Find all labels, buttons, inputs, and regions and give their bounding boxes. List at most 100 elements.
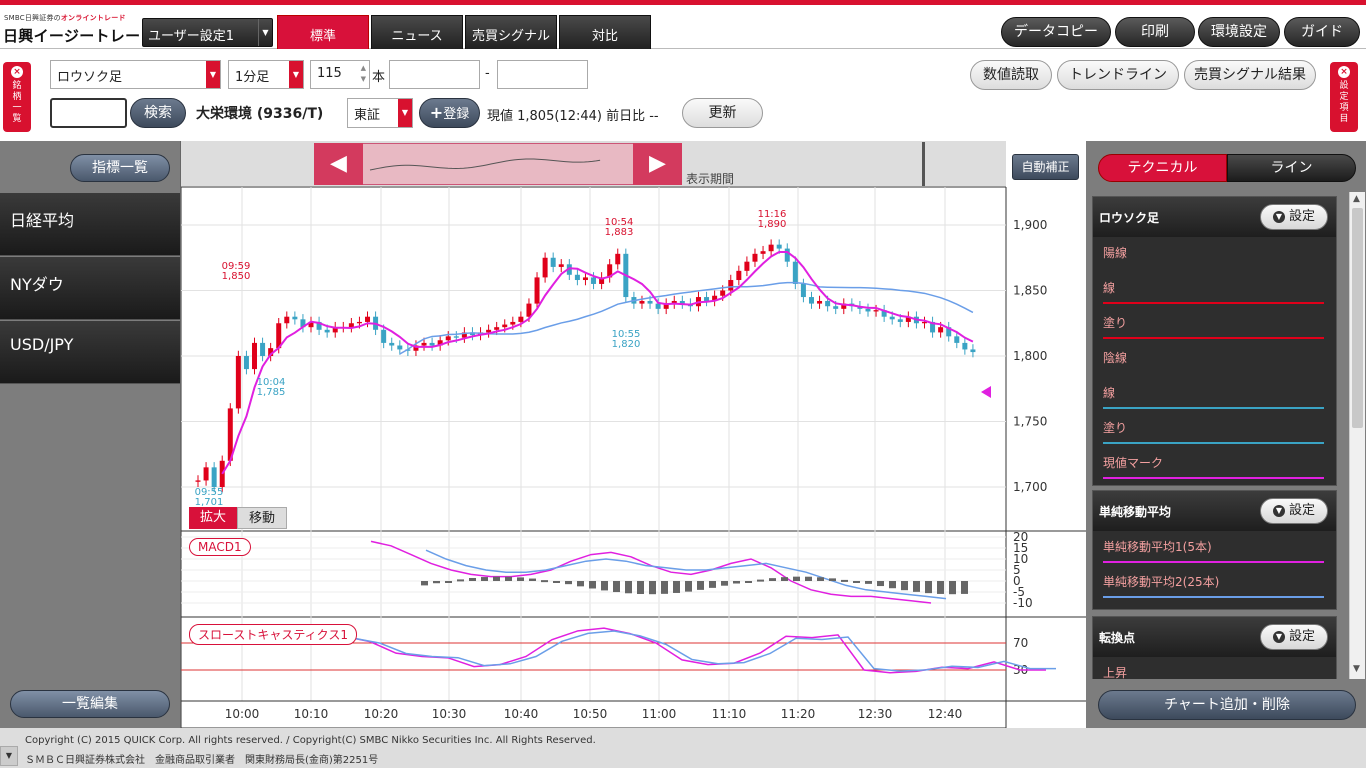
candle-body [712,295,718,301]
period-window[interactable] [314,143,682,185]
macd-histogram-bar [697,581,704,590]
macd-histogram-bar [589,581,596,589]
candle-body [970,349,976,353]
stock-code-input[interactable] [50,98,127,128]
candle-body [808,297,814,304]
candle-body [946,327,952,337]
sma-setting-button[interactable]: ▼ 設定 [1260,498,1328,524]
stepper-arrows-icon[interactable]: ▲ ▼ [360,64,366,83]
stoch-k-line [265,627,1046,674]
macd-histogram-bar [469,577,476,581]
candle-body [744,261,750,271]
macd-histogram-bar [889,581,896,589]
chevron-down-icon: ▼ [1272,505,1285,517]
candle-item[interactable]: 陰線 [1093,342,1336,377]
macd-tick-label: 20 [1013,530,1028,544]
candle-body [873,310,879,312]
candle-body [235,356,241,409]
tab-standard[interactable]: 標準 [277,15,369,54]
stock-list-tab[interactable]: × 銘柄一覧 [3,62,31,132]
candle-item[interactable]: 塗り [1093,307,1336,342]
auto-adjust-button[interactable]: 自動補正 [1012,154,1079,180]
stochastic-label[interactable]: スローストキャスティクス1 [189,624,357,645]
register-button[interactable]: +登録 [419,98,480,128]
tab-compare[interactable]: 対比 [559,15,651,54]
macd-tick-label: 10 [1013,552,1028,566]
panel-scrollbar[interactable]: ▲ ▼ [1349,192,1365,679]
market-item-usdjpy[interactable]: USD/JPY [0,321,180,384]
candle-body [897,319,903,322]
data-copy-button[interactable]: データコピー [1001,17,1111,47]
settings-button[interactable]: 環境設定 [1198,17,1280,47]
color-swatch-line [1103,302,1324,304]
macd-histogram-bar [913,581,920,592]
scroll-up-icon[interactable]: ▲ [1353,194,1360,204]
chart-canvas[interactable]: 09:591,85010:041,78509:551,70110:541,883… [181,187,1087,728]
edit-list-button[interactable]: 一覧編集 [10,690,170,718]
period-divider [922,142,925,186]
macd-label[interactable]: MACD1 [189,538,251,556]
chart-type-select[interactable]: ロウソク足 ▼ [50,60,221,89]
time-tick-label: 10:00 [225,707,260,721]
period-label: 表示期間 [686,172,735,186]
settings-items-tab[interactable]: × 設定項目 [1330,62,1358,132]
update-button[interactable]: 更新 [682,98,763,128]
candle-body [486,329,492,333]
indicator-list-button[interactable]: 指標一覧 [70,154,170,182]
candle-body [550,257,556,267]
sma-item[interactable]: 単純移動平均2(25本) [1093,566,1336,601]
color-swatch-line [1103,596,1324,598]
candle-body [582,277,588,281]
range-separator: - [485,66,490,81]
user-setting-select[interactable]: ユーザー設定1 ▼ [142,18,273,47]
annotation-time: 09:55 [195,487,224,498]
candle-body [776,244,782,249]
candle-body [817,300,823,304]
interval-select[interactable]: 1分足 ▼ [228,60,304,89]
scroll-down-icon[interactable]: ▼ [1353,664,1360,674]
macd-tick-label: -10 [1013,596,1033,610]
sma-item[interactable]: 単純移動平均1(5本) [1093,531,1336,566]
scrollbar-thumb[interactable] [1352,208,1363,428]
candle-body [679,300,685,304]
macd-histogram-bar [481,577,488,581]
market-item-nikkei[interactable]: 日経平均 [0,193,180,256]
candle-item-label: 塗り [1103,421,1128,435]
macd-tick-label: 0 [1013,574,1021,588]
read-values-button[interactable]: 数値読取 [970,60,1052,90]
tab-technical[interactable]: テクニカル [1098,154,1227,182]
candle-body [865,308,871,312]
price-tick-label: 1,800 [1013,349,1047,363]
candle-item[interactable]: 陽線 [1093,237,1336,272]
time-tick-label: 10:30 [432,707,467,721]
top-accent-bar [0,0,1366,5]
candle-body [494,327,500,330]
zoom-button[interactable]: 拡大 [189,507,237,529]
guide-button[interactable]: ガイド [1284,17,1360,47]
signal-result-button[interactable]: 売買シグナル結果 [1184,60,1316,90]
tab-line[interactable]: ライン [1227,154,1356,182]
add-remove-chart-button[interactable]: チャート追加・削除 [1098,690,1356,720]
search-button[interactable]: 検索 [130,98,186,128]
bar-count-stepper[interactable]: 115 ▲ ▼ [310,60,370,89]
print-button[interactable]: 印刷 [1115,17,1195,47]
range-start-input[interactable] [389,60,480,89]
move-button[interactable]: 移動 [237,507,287,529]
candle-body [260,342,266,356]
period-next-button[interactable]: ▶ [633,143,682,185]
range-end-input[interactable] [497,60,588,89]
exchange-select[interactable]: 東証 ▼ [347,98,413,128]
candle-item[interactable]: 塗り [1093,412,1336,447]
macd-histogram-bar [709,581,716,588]
period-prev-button[interactable]: ◀ [314,143,363,185]
footer-toggle-icon[interactable]: ▼ [0,746,18,766]
candle-item[interactable]: 現値マーク [1093,447,1336,482]
macd-histogram-bar [577,581,584,587]
market-item-nydow[interactable]: NYダウ [0,257,180,320]
candle-item[interactable]: 線 [1093,272,1336,307]
candle-item[interactable]: 線 [1093,377,1336,412]
trendline-button[interactable]: トレンドライン [1057,60,1179,90]
candle-setting-button[interactable]: ▼ 設定 [1260,204,1328,230]
tab-trade-signal[interactable]: 売買シグナル [465,15,557,54]
turning-point-setting-button[interactable]: ▼ 設定 [1260,624,1328,650]
